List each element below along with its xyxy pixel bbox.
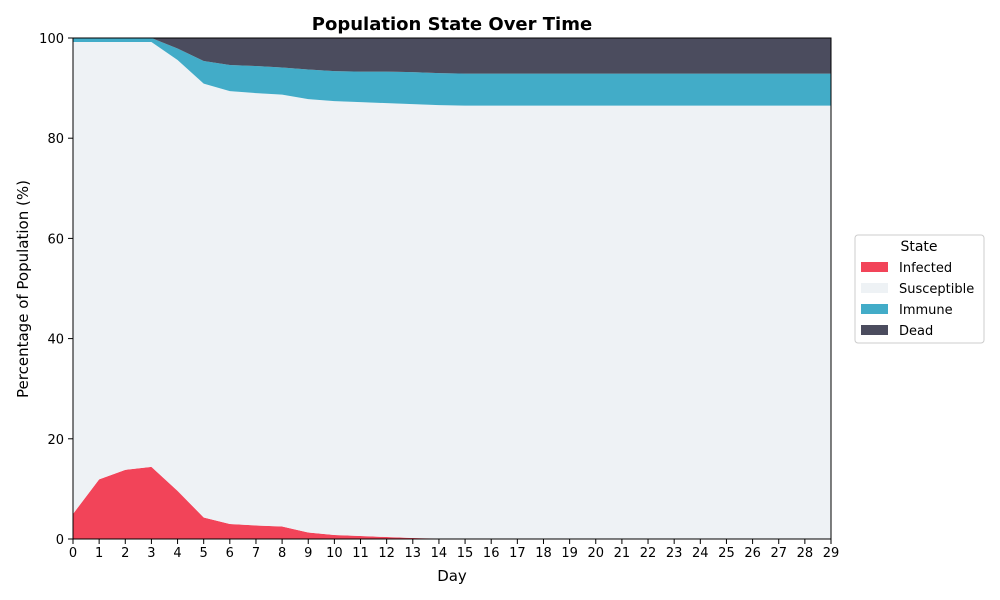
legend-items: Infected Susceptible Immune Dead [861,261,974,339]
x-tick-label: 16 [483,546,500,561]
legend-title: State [900,239,937,255]
x-tick-label: 14 [431,546,448,561]
x-tick-label: 7 [252,546,260,561]
x-tick-label: 22 [640,546,657,561]
y-tick-label: 100 [39,32,64,47]
x-axis: 0 1 2 3 4 5 6 7 8 9 10 11 12 13 14 15 16 17 18 19 20 21 22 23 24… [69,539,839,561]
y-tick-label: 0 [56,533,64,548]
areas-layer [73,38,831,539]
x-tick-label: 12 [378,546,395,561]
x-tick-label: 5 [200,546,208,561]
x-tick-label: 13 [405,546,422,561]
x-tick-label: 24 [692,546,709,561]
x-tick-label: 15 [457,546,474,561]
area-dead [73,38,831,74]
legend-label-immune: Immune [899,303,953,318]
area-immune [73,38,831,106]
area-susceptible [73,42,831,539]
y-tick-label: 80 [47,132,64,147]
legend-swatch-immune [861,304,888,314]
y-tick-label: 60 [47,232,64,247]
legend-swatch-infected [861,262,888,272]
area-infected [73,466,831,539]
x-tick-label: 4 [173,546,181,561]
x-tick-label: 18 [535,546,552,561]
x-tick-label: 19 [561,546,578,561]
x-tick-label: 2 [121,546,129,561]
x-tick-label: 9 [304,546,312,561]
chart-title: Population State Over Time [312,14,592,35]
x-tick-label: 8 [278,546,286,561]
legend-swatch-susceptible [861,283,888,293]
x-tick-label: 6 [226,546,234,561]
x-tick-label: 20 [587,546,604,561]
legend: State Infected Susceptible Immune Dead [854,234,985,344]
x-tick-label: 25 [718,546,735,561]
x-tick-label: 0 [69,546,77,561]
x-tick-label: 27 [770,546,787,561]
x-tick-label: 28 [797,546,814,561]
y-axis-title: Percentage of Population (%) [14,180,32,398]
x-tick-label: 1 [95,546,103,561]
x-tick-label: 21 [614,546,631,561]
x-tick-label: 3 [147,546,155,561]
x-axis-title: Day [437,567,467,585]
y-axis: 0 20 40 60 80 100 [39,32,73,548]
y-tick-label: 40 [47,333,64,348]
legend-swatch-dead [861,325,888,335]
x-tick-label: 11 [352,546,369,561]
plot-frame [72,37,832,540]
x-tick-label: 23 [666,546,683,561]
y-tick-label: 20 [47,433,64,448]
legend-label-infected: Infected [899,261,952,276]
legend-label-dead: Dead [899,324,933,339]
x-tick-label: 17 [509,546,526,561]
x-tick-label: 10 [326,546,343,561]
x-tick-label: 29 [823,546,840,561]
x-tick-label: 26 [744,546,761,561]
legend-label-susceptible: Susceptible [899,282,974,297]
